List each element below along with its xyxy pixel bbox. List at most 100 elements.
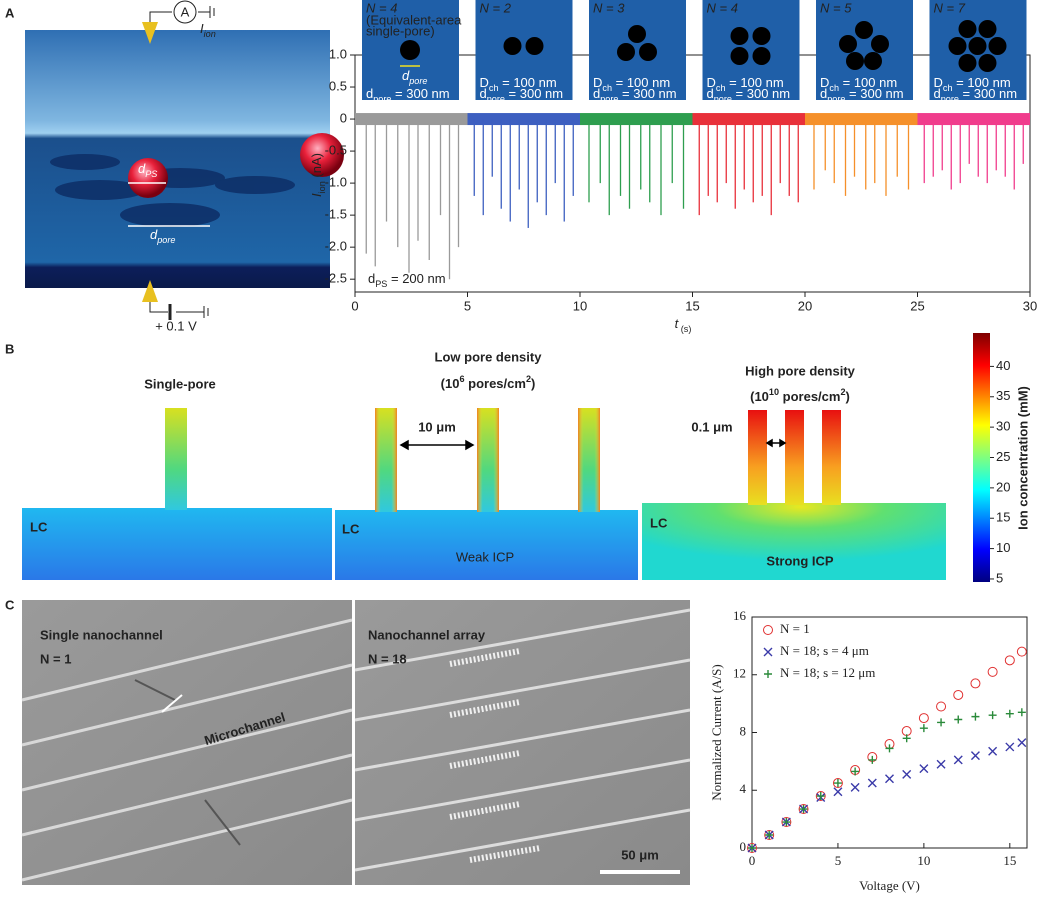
icp-label: Weak ICP — [456, 549, 514, 564]
sim-subtitle-part: pores/cm — [779, 389, 840, 404]
baseline-noise — [467, 113, 580, 126]
inset-line-part: d — [366, 86, 373, 101]
point — [1005, 742, 1015, 752]
inset-line-part: ch — [716, 83, 726, 93]
x-tick-label: 25 — [910, 298, 924, 313]
point — [799, 805, 808, 814]
point — [885, 774, 894, 784]
y-tick-label: 0 — [340, 110, 347, 125]
inset-line: Dch = 100 nm — [593, 75, 670, 93]
point — [765, 831, 774, 840]
spacing-arrows — [399, 438, 787, 451]
colorbar-tick-label: 10 — [996, 540, 1010, 555]
inset-line-part: pore — [827, 94, 845, 104]
pore — [978, 54, 997, 72]
inset-line: Dch = 100 nm — [707, 75, 784, 93]
dpore-label-part: d — [150, 227, 158, 242]
inset-line-part: = 100 nm — [726, 75, 784, 90]
legend-marker — [763, 625, 773, 635]
x-axis-label: Voltage (V) — [859, 878, 920, 893]
inset-line-part: D — [707, 75, 716, 90]
pore — [628, 25, 646, 43]
x-tick-label: 15 — [1003, 853, 1016, 868]
sim-subtitle-part: pores/cm — [465, 376, 526, 391]
sim-title: Low pore density — [435, 349, 543, 364]
legend-label: N = 18; s = 12 μm — [780, 665, 875, 680]
inset-line-part: = 100 nm — [839, 75, 897, 90]
panel-label: B — [5, 341, 14, 356]
pore — [988, 37, 1007, 55]
y-axis-label-part: ion — [317, 181, 327, 193]
panel-label: C — [5, 597, 15, 612]
x-axis-label-part: t — [675, 316, 680, 331]
point — [937, 718, 946, 727]
colorbar-tick-label: 30 — [996, 419, 1010, 434]
x-tick-label: 10 — [573, 298, 587, 313]
x-tick-label: 20 — [798, 298, 812, 313]
point — [885, 744, 894, 753]
inset-line: dpore = 300 nm — [934, 86, 1018, 104]
colorbar-tick-label: 25 — [996, 449, 1010, 464]
point — [851, 767, 860, 776]
x-tick-label: 5 — [464, 298, 471, 313]
point — [987, 666, 998, 677]
pore — [730, 47, 749, 65]
inset-line: Dch = 100 nm — [934, 75, 1011, 93]
y-axis-label-part: (nA) — [309, 153, 324, 181]
y-tick-label: 0 — [740, 839, 747, 854]
baseline-noise — [917, 113, 1030, 126]
colorbar-label: Ion concentration (mM) — [1015, 386, 1030, 530]
point — [1016, 646, 1027, 657]
inset — [816, 0, 913, 100]
pore — [855, 21, 873, 39]
pore — [503, 37, 522, 55]
inset-title: N = 7 — [934, 0, 966, 15]
y-tick-label: -1.5 — [325, 207, 347, 222]
point — [919, 724, 928, 733]
pore — [958, 54, 977, 72]
sim-subtitle-part: 2 — [526, 374, 531, 384]
point — [919, 764, 929, 774]
point — [798, 804, 809, 815]
sim-body — [642, 503, 946, 580]
inset-line-part: d — [593, 86, 600, 101]
spacing-label: 10 μm — [418, 419, 456, 434]
point — [918, 713, 929, 724]
point — [1017, 738, 1027, 748]
sem-title: Single nanochannel — [40, 627, 163, 642]
y-tick-label: 1.0 — [329, 46, 347, 61]
x-tick-label: 5 — [835, 853, 842, 868]
y-tick-label: -2.5 — [325, 271, 347, 286]
dpore-label-part: pore — [156, 235, 175, 245]
annotation: dPS = 200 nm — [368, 271, 446, 289]
point — [902, 769, 912, 779]
inset-line-part: = 300 nm — [391, 86, 449, 101]
inset-line-part: d — [480, 86, 487, 101]
pore — [948, 37, 967, 55]
point — [970, 751, 980, 761]
point — [953, 689, 964, 700]
pore — [864, 52, 882, 70]
pore — [639, 43, 657, 61]
point — [782, 818, 791, 827]
inset — [475, 0, 573, 100]
annotation-part: d — [368, 271, 375, 286]
inset-line: dpore = 300 nm — [820, 86, 904, 104]
y-tick-label: -0.5 — [325, 143, 347, 158]
inset — [589, 0, 686, 100]
y-tick-label: -1.0 — [325, 175, 347, 190]
lc-label: LC — [30, 519, 48, 534]
inset-line-part: = 100 nm — [612, 75, 670, 90]
baseline-noise — [692, 113, 805, 126]
inset-line-part: pore — [941, 94, 959, 104]
voltage-label: + 0.1 V — [155, 318, 197, 333]
legend-marker — [764, 670, 772, 678]
inset-line: dpore = 300 nm — [366, 86, 450, 104]
dps-label: dPS — [138, 161, 157, 179]
annotation-part: = 200 nm — [387, 271, 445, 286]
point — [953, 755, 963, 765]
ammeter-label: A — [181, 4, 190, 19]
icp-label: Strong ICP — [766, 553, 833, 568]
sim-subtitle-part: ) — [846, 389, 850, 404]
point — [970, 678, 981, 689]
